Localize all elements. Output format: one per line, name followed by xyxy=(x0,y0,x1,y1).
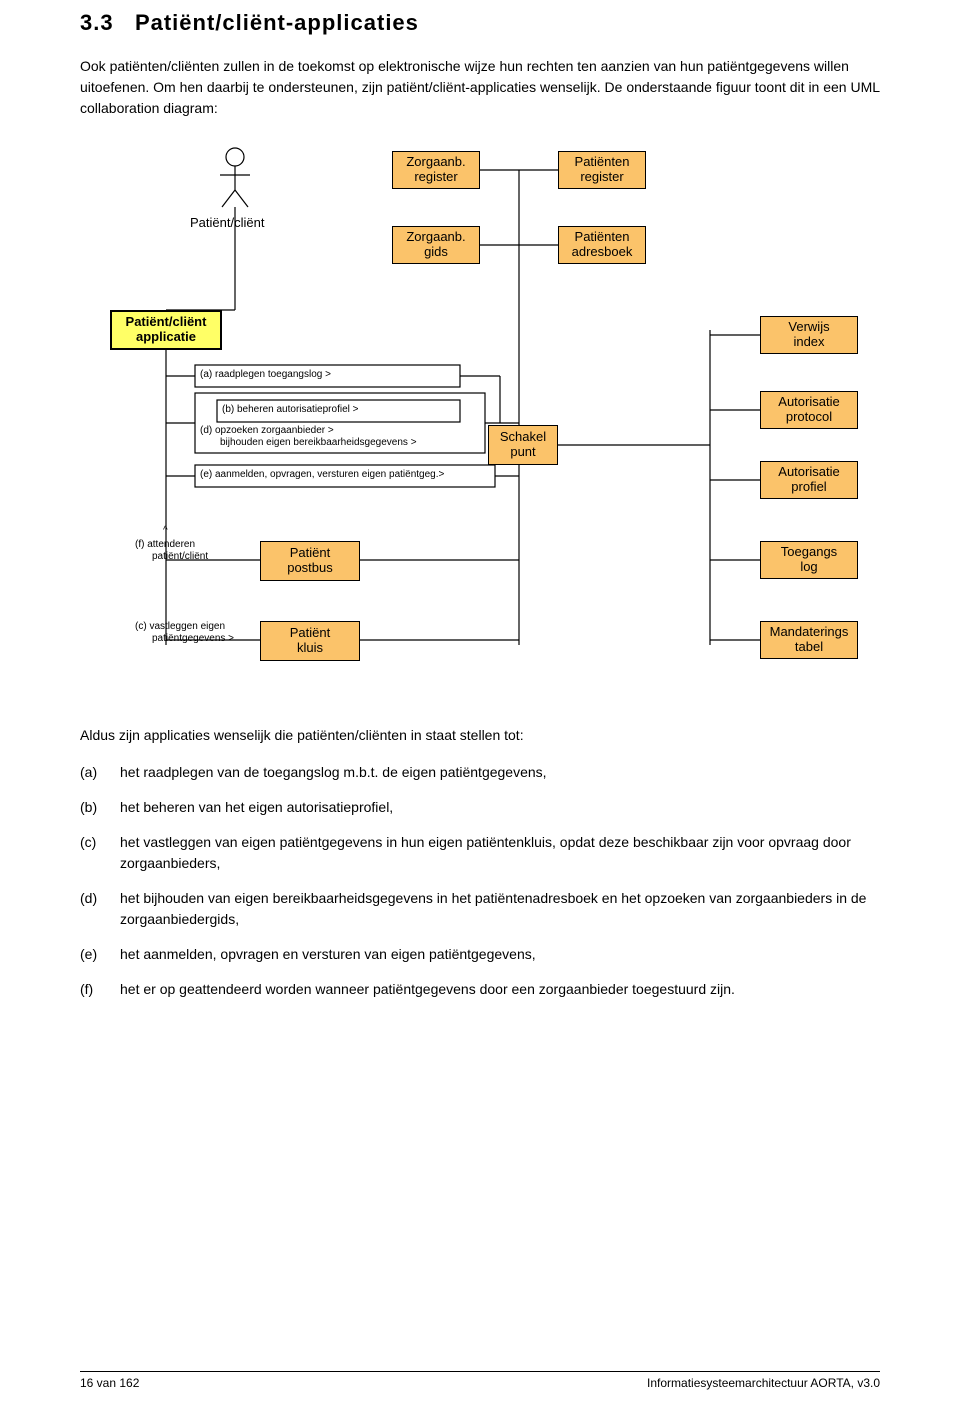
annot-f-arrow: ^ xyxy=(163,525,168,536)
node-patient-client-app: Patiënt/cliëntapplicatie xyxy=(110,310,222,350)
page-footer: 16 van 162 Informatiesysteemarchitectuur… xyxy=(80,1371,880,1390)
list-item: (e)het aanmelden, opvragen en versturen … xyxy=(80,944,880,965)
list-key: (f) xyxy=(80,979,120,1000)
annot-f: (f) attenderen xyxy=(135,539,195,550)
annot-e: (e) aanmelden, opvragen, versturen eigen… xyxy=(200,469,444,480)
list-key: (c) xyxy=(80,832,120,874)
list-text: het aanmelden, opvragen en versturen van… xyxy=(120,944,880,965)
node-autorisatie-profiel: Autorisatieprofiel xyxy=(760,461,858,499)
annot-a: (a) raadplegen toegangslog > xyxy=(200,369,331,380)
list-item: (c)het vastleggen van eigen patiëntgegev… xyxy=(80,832,880,874)
section-title: Patiënt/cliënt-applicaties xyxy=(135,10,419,35)
actor-label: Patiënt/cliënt xyxy=(190,215,264,230)
list-key: (b) xyxy=(80,797,120,818)
list-text: het raadplegen van de toegangslog m.b.t.… xyxy=(120,762,880,783)
node-patient-kluis: Patiëntkluis xyxy=(260,621,360,661)
annot-d: (d) opzoeken zorgaanbieder > xyxy=(200,425,334,436)
node-mandaterings-tabel: Mandateringstabel xyxy=(760,621,858,659)
node-patient-postbus: Patiëntpostbus xyxy=(260,541,360,581)
node-patienten-register: Patiëntenregister xyxy=(558,151,646,189)
annot-b: (b) beheren autorisatieprofiel > xyxy=(222,404,358,415)
node-zorg-gids: Zorgaanb.gids xyxy=(392,226,480,264)
list-item: (d)het bijhouden van eigen bereikbaarhei… xyxy=(80,888,880,930)
node-zorg-register: Zorgaanb.register xyxy=(392,151,480,189)
node-schakelpunt: Schakelpunt xyxy=(488,425,558,465)
list-text: het beheren van het eigen autorisatiepro… xyxy=(120,797,880,818)
node-verwijs-index: Verwijsindex xyxy=(760,316,858,354)
annot-c2: patiëntgegevens > xyxy=(152,633,234,644)
list-item: (b)het beheren van het eigen autorisatie… xyxy=(80,797,880,818)
annot-f2: patiënt/cliënt xyxy=(152,551,208,562)
intro-paragraph: Ook patiënten/cliënten zullen in de toek… xyxy=(80,56,880,119)
node-patienten-adresboek: Patiëntenadresboek xyxy=(558,226,646,264)
footer-right: Informatiesysteemarchitectuur AORTA, v3.… xyxy=(647,1376,880,1390)
node-autorisatie-protocol: Autorisatieprotocol xyxy=(760,391,858,429)
uml-collaboration-diagram: Patiënt/cliënt Zorgaanb.register Patiënt… xyxy=(80,135,880,695)
section-number: 3.3 xyxy=(80,10,114,35)
list-text: het vastleggen van eigen patiëntgegevens… xyxy=(120,832,880,874)
post-diagram-intro: Aldus zijn applicaties wenselijk die pat… xyxy=(80,725,880,746)
list-item: (f)het er op geattendeerd worden wanneer… xyxy=(80,979,880,1000)
annot-c: (c) vastleggen eigen xyxy=(135,621,225,632)
annot-d2: bijhouden eigen bereikbaarheidsgegevens … xyxy=(220,437,417,448)
list-text: het er op geattendeerd worden wanneer pa… xyxy=(120,979,880,1000)
list-key: (e) xyxy=(80,944,120,965)
footer-left: 16 van 162 xyxy=(80,1376,139,1390)
list-text: het bijhouden van eigen bereikbaarheidsg… xyxy=(120,888,880,930)
section-heading: 3.3 Patiënt/cliënt-applicaties xyxy=(80,0,880,36)
node-toegangs-log: Toegangslog xyxy=(760,541,858,579)
list-key: (d) xyxy=(80,888,120,930)
list-key: (a) xyxy=(80,762,120,783)
lettered-list: (a)het raadplegen van de toegangslog m.b… xyxy=(80,762,880,1000)
list-item: (a)het raadplegen van de toegangslog m.b… xyxy=(80,762,880,783)
